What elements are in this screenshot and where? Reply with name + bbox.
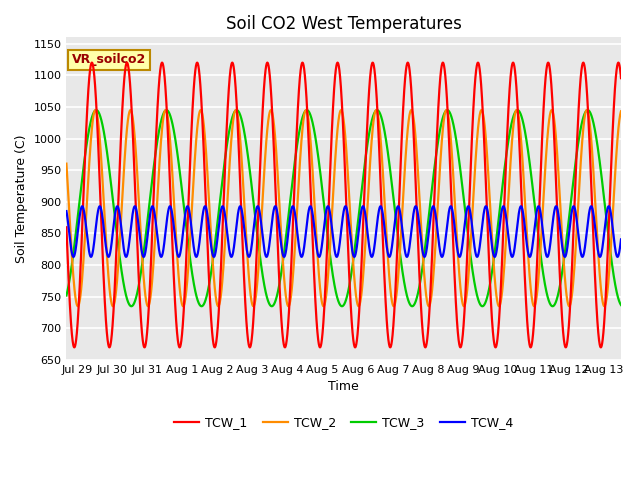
Line: TCW_4: TCW_4 <box>67 206 621 257</box>
Text: VR_soilco2: VR_soilco2 <box>72 53 146 66</box>
TCW_1 <box>519 221 527 227</box>
TCW_1 <box>275 261 282 267</box>
TCW_4 <box>403 254 411 260</box>
TCW_1 <box>424 336 431 341</box>
TCW_2 <box>275 186 282 192</box>
TCW_3 <box>92 107 100 113</box>
TCW_3 <box>548 303 556 309</box>
Line: TCW_1: TCW_1 <box>67 63 621 348</box>
TCW_2 <box>63 161 70 167</box>
Y-axis label: Soil Temperature (C): Soil Temperature (C) <box>15 134 28 263</box>
TCW_1 <box>141 345 148 350</box>
TCW_3 <box>275 287 282 292</box>
TCW_4 <box>424 242 431 248</box>
TCW_4 <box>163 215 171 220</box>
TCW_2 <box>396 259 403 265</box>
TCW_1 <box>477 73 484 79</box>
TCW_2 <box>477 109 484 115</box>
TCW_3 <box>423 227 431 233</box>
TCW_1 <box>228 60 236 66</box>
TCW_2 <box>424 300 431 305</box>
TCW_2 <box>267 107 275 113</box>
TCW_4 <box>617 237 625 242</box>
TCW_2 <box>179 303 187 309</box>
X-axis label: Time: Time <box>328 381 359 394</box>
TCW_2 <box>519 159 527 165</box>
Legend: TCW_1, TCW_2, TCW_3, TCW_4: TCW_1, TCW_2, TCW_3, TCW_4 <box>169 411 518 434</box>
TCW_3 <box>477 302 484 308</box>
TCW_4 <box>131 204 139 209</box>
TCW_4 <box>519 207 527 213</box>
TCW_3 <box>163 108 171 113</box>
Line: TCW_2: TCW_2 <box>67 110 621 306</box>
TCW_3 <box>396 244 403 250</box>
TCW_1 <box>163 117 171 123</box>
TCW_4 <box>477 238 484 244</box>
TCW_2 <box>163 111 171 117</box>
TCW_1 <box>63 224 70 230</box>
TCW_2 <box>617 108 625 114</box>
TCW_3 <box>617 302 625 308</box>
TCW_4 <box>63 208 70 214</box>
TCW_1 <box>617 75 625 81</box>
Title: Soil CO2 West Temperatures: Soil CO2 West Temperatures <box>226 15 461 33</box>
TCW_3 <box>63 293 70 299</box>
TCW_4 <box>275 218 282 224</box>
TCW_3 <box>518 117 526 123</box>
Line: TCW_3: TCW_3 <box>67 110 621 306</box>
TCW_1 <box>396 196 403 202</box>
TCW_4 <box>396 205 403 211</box>
